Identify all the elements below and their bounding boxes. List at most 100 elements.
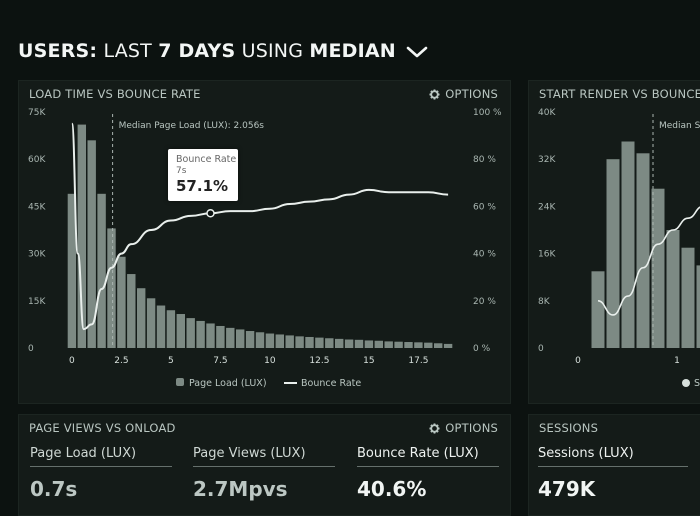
bar: [236, 329, 244, 348]
load-vs-bounce-chart: Median Page Load (LUX): 2.056s 015K30K45…: [18, 100, 509, 400]
y-tick-label: 24K: [538, 202, 556, 212]
bar: [345, 340, 353, 348]
y-tick-label: 0: [28, 344, 34, 354]
metric-value: 0.7s: [30, 477, 172, 501]
bar: [325, 338, 333, 348]
title-metric: MEDIAN: [309, 40, 396, 62]
title-prefix: USERS:: [18, 40, 97, 62]
y-tick-label: 75K: [28, 108, 46, 118]
y-tick-label: 8K: [538, 297, 551, 307]
y2-tick-label: 80 %: [473, 155, 496, 165]
legend-page-load: Page Load (LUX): [189, 378, 267, 389]
chevron-down-icon: [406, 45, 428, 59]
y2-tick-label: 60 %: [473, 202, 496, 212]
y-tick-label: 15K: [28, 297, 46, 307]
metric-page-load: Page Load (LUX) 0.7s: [30, 446, 172, 501]
y-tick-label: 0: [538, 344, 544, 354]
metric-label: Page Views (LUX): [193, 446, 335, 467]
gear-icon: [429, 89, 440, 100]
y-tick-label: 40K: [538, 108, 556, 118]
x-tick-label: 0: [575, 356, 581, 366]
panel-title: PAGE VIEWS VS ONLOAD: [29, 421, 176, 435]
metric-bounce-rate: Bounce Rate (LUX) 40.6%: [357, 446, 499, 501]
metric-value: 479K: [538, 477, 688, 501]
x-tick-label: 5: [168, 356, 174, 366]
bounce-rate-tooltip: Bounce Rate 7s 57.1%: [168, 149, 238, 201]
panel-title: LOAD TIME VS BOUNCE RATE: [29, 87, 201, 101]
bar: [216, 326, 224, 348]
x-tick-label: 2.5: [114, 356, 128, 366]
bar: [177, 314, 185, 348]
page-title: USERS: LAST 7 DAYS USING MEDIAN: [18, 40, 428, 62]
bar: [414, 342, 422, 348]
metric-dropdown[interactable]: MEDIAN: [309, 40, 428, 62]
bar: [355, 340, 363, 348]
metric-value: 40.6%: [357, 477, 499, 501]
y2-tick-label: 0 %: [473, 344, 491, 354]
bar: [305, 337, 313, 348]
bar: [667, 230, 680, 348]
bar: [137, 288, 145, 348]
legend-swatch-page-load: [176, 378, 184, 386]
bar: [295, 336, 303, 348]
gear-icon: [429, 423, 440, 434]
y-tick-label: 32K: [538, 155, 556, 165]
bar: [404, 342, 412, 348]
bar: [394, 342, 402, 348]
hover-point: [207, 210, 214, 217]
title-using: USING: [242, 40, 304, 62]
bar: [206, 323, 214, 348]
y2-tick-label: 100 %: [473, 108, 502, 118]
bar: [187, 318, 195, 348]
y2-tick-label: 20 %: [473, 297, 496, 307]
bar: [286, 335, 294, 348]
y-tick-label: 16K: [538, 250, 556, 260]
options-label: OPTIONS: [445, 421, 498, 435]
bar: [637, 153, 650, 348]
y2-tick-label: 40 %: [473, 250, 496, 260]
tooltip-value: 57.1%: [176, 177, 228, 195]
bar: [97, 194, 105, 348]
legend-start-render: S: [694, 378, 700, 389]
title-mid: LAST: [103, 40, 152, 62]
bar: [375, 341, 383, 348]
metric-value: 2.7Mpvs: [193, 477, 335, 501]
y-tick-label: 45K: [28, 202, 46, 212]
bar: [157, 306, 165, 348]
x-tick-label: 7.5: [213, 356, 227, 366]
metric-label: Bounce Rate (LUX): [357, 446, 499, 467]
x-tick-label: 17.5: [408, 356, 428, 366]
bar: [365, 340, 373, 348]
options-label: OPTIONS: [445, 87, 498, 101]
metric-label: Page Load (LUX): [30, 446, 172, 467]
bar: [196, 321, 204, 348]
bar: [424, 343, 432, 348]
bar: [622, 142, 635, 349]
y-tick-label: 60K: [28, 155, 46, 165]
x-tick-label: 0: [69, 356, 75, 366]
bar: [256, 332, 264, 348]
x-tick-label: 10: [264, 356, 276, 366]
metric-page-views: Page Views (LUX) 2.7Mpvs: [193, 446, 335, 501]
bar: [246, 331, 254, 348]
bar: [117, 257, 125, 348]
bar: [147, 298, 155, 348]
x-tick-label: 15: [363, 356, 374, 366]
bar: [385, 341, 393, 348]
options-button[interactable]: OPTIONS: [429, 421, 498, 435]
bar: [592, 271, 605, 348]
title-days: 7 DAYS: [158, 40, 235, 62]
bar: [107, 228, 115, 348]
x-tick-label: 12.5: [309, 356, 329, 366]
metric-sessions: Sessions (LUX) 479K: [538, 446, 688, 501]
bar: [697, 265, 700, 348]
options-button[interactable]: OPTIONS: [429, 87, 498, 101]
panel-title: SESSIONS: [539, 421, 598, 435]
bar: [167, 310, 175, 348]
bar: [226, 328, 234, 348]
y-tick-label: 30K: [28, 250, 46, 260]
metric-label: Sessions (LUX): [538, 446, 688, 467]
legend-bounce-rate: Bounce Rate: [301, 378, 361, 389]
tooltip-title: Bounce Rate: [176, 154, 236, 165]
bar: [434, 343, 442, 348]
